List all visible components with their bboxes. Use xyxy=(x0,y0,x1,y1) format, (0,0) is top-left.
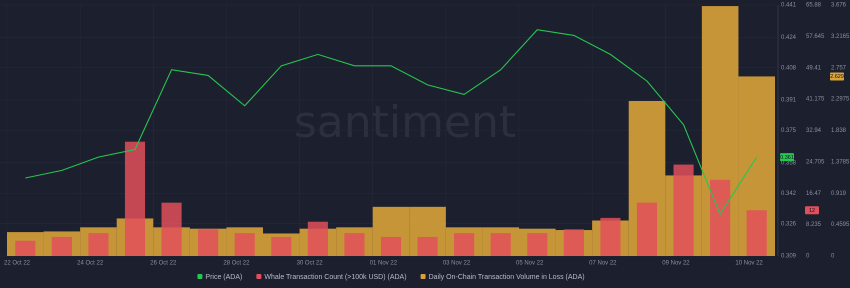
whale-bar xyxy=(88,233,109,256)
y-tick-label: 0.919 xyxy=(831,191,847,197)
current-value-label: 0.361 xyxy=(780,155,794,161)
y-tick-label: 49.41 xyxy=(806,65,822,71)
current-value-badge xyxy=(805,206,819,215)
x-tick-label: 05 Nov 22 xyxy=(516,261,544,267)
y-tick-label: 0.441 xyxy=(781,3,797,9)
whale-bar xyxy=(161,202,182,256)
whale-bar xyxy=(710,179,731,256)
watermark: santiment xyxy=(294,97,516,148)
y-tick-label: 32.94 xyxy=(806,128,822,134)
whale-bar xyxy=(490,233,511,256)
x-tick-label: 07 Nov 22 xyxy=(589,261,617,267)
whale-bar xyxy=(380,236,402,256)
x-tick-label: 03 Nov 22 xyxy=(443,261,471,267)
y-tick-label: 0.408 xyxy=(781,65,797,71)
y-tick-label: 0 xyxy=(831,254,835,260)
whale-bar xyxy=(198,229,219,256)
y-tick-label: 65.88 xyxy=(806,3,822,9)
x-tick-label: 24 Oct 22 xyxy=(77,261,104,267)
x-tick-label: 26 Oct 22 xyxy=(150,261,177,267)
current-value-badge xyxy=(780,153,794,162)
y-tick-label: 16.47 xyxy=(806,191,822,197)
x-tick-label: 09 Nov 22 xyxy=(662,261,690,267)
x-tick-label: 10 Nov 22 xyxy=(735,261,763,267)
y-tick-label: 2.757 xyxy=(831,65,847,71)
y-tick-label: 57.645 xyxy=(806,34,825,40)
y-tick-label: 1.3785 xyxy=(831,159,850,165)
y-tick-label: 3.676 xyxy=(831,3,847,9)
whale-bar xyxy=(15,240,36,256)
y-tick-label: 0.424 xyxy=(781,35,797,41)
y-tick-label: 0.375 xyxy=(781,128,797,134)
price-line xyxy=(25,29,758,216)
whale-bar xyxy=(527,233,548,256)
y-tick-label: 24.705 xyxy=(806,159,825,165)
x-tick-label: 30 Oct 22 xyxy=(297,261,324,267)
y-tick-label: 0.4595 xyxy=(831,222,850,228)
whale-bar xyxy=(636,202,658,256)
y-tick-label: 8.235 xyxy=(806,222,822,228)
legend-swatch xyxy=(420,274,426,279)
y-tick-label: 1.838 xyxy=(831,128,847,134)
legend-label: Whale Transaction Count (>100k USD) (ADA… xyxy=(264,274,406,281)
y-tick-label: 0.358 xyxy=(781,160,797,166)
current-value-badge xyxy=(830,72,844,81)
y-tick-label: 0.309 xyxy=(781,254,797,260)
y-tick-label: 0 xyxy=(806,254,810,260)
whale-bar xyxy=(673,164,694,256)
legend-label: Price (ADA) xyxy=(205,274,242,281)
whale-bar xyxy=(307,221,328,256)
whale-bar xyxy=(454,233,475,256)
y-tick-label: 0.342 xyxy=(781,191,797,197)
whale-bar xyxy=(51,236,72,256)
y-tick-label: 2.2975 xyxy=(831,97,850,103)
whale-bar xyxy=(344,233,365,256)
y-tick-label: 0.326 xyxy=(781,221,797,227)
current-value-label: 2.629 xyxy=(830,74,844,80)
whale-bar xyxy=(417,236,438,256)
y-tick-label: 0.391 xyxy=(781,98,797,104)
x-tick-label: 28 Oct 22 xyxy=(223,261,250,267)
whale-bar xyxy=(234,233,255,256)
legend-label: Daily On-Chain Transaction Volume in Los… xyxy=(429,274,585,281)
whale-bar xyxy=(271,236,292,256)
x-tick-label: 22 Oct 22 xyxy=(4,261,31,267)
whale-bar xyxy=(124,141,146,256)
legend: Price (ADA) Whale Transaction Count (>100… xyxy=(197,274,585,281)
whale-bar xyxy=(563,229,584,256)
whale-bar xyxy=(600,217,621,256)
y-tick-label: 41.175 xyxy=(806,97,825,103)
y-tick-label: 3.2165 xyxy=(831,34,850,40)
current-value-label: 12 xyxy=(809,208,815,214)
x-tick-label: 01 Nov 22 xyxy=(370,261,398,267)
legend-swatch xyxy=(256,274,262,279)
legend-swatch xyxy=(197,274,203,279)
whale-bar xyxy=(746,210,767,256)
